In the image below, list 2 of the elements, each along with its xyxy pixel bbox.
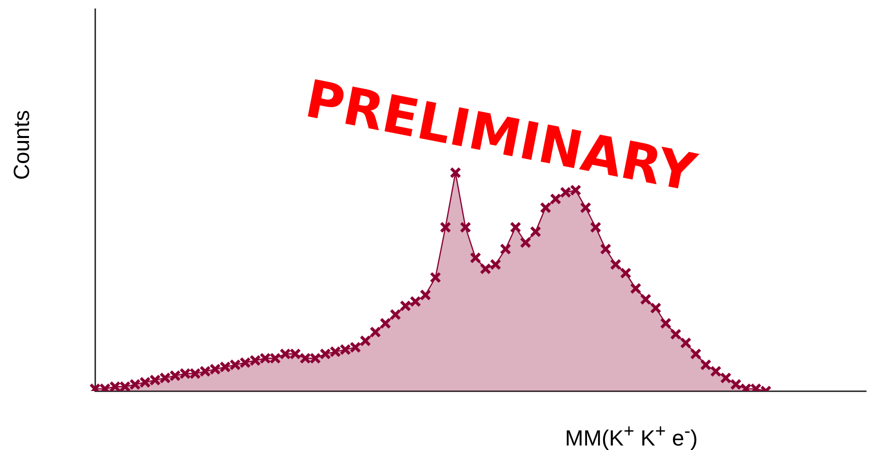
x-axis-title: MM(K$^{+}$ K$^{+}$ e$^{-}$) xyxy=(565,420,698,450)
y-axis-title: Counts xyxy=(9,110,35,180)
